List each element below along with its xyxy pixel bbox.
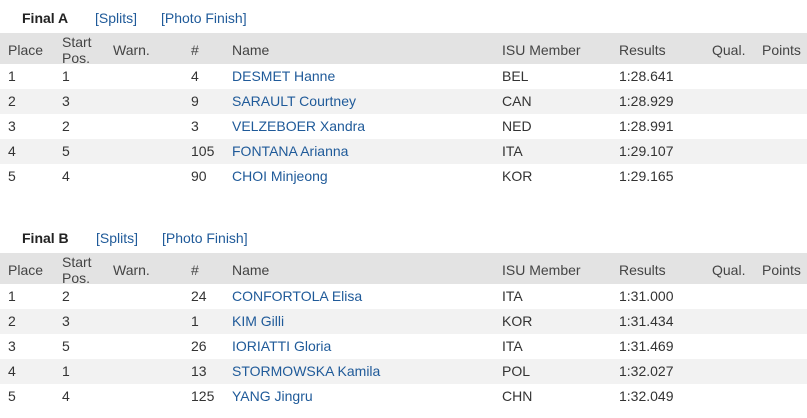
column-header: Name	[232, 42, 270, 58]
header-bar	[0, 253, 807, 284]
cell: 1:28.641	[619, 68, 674, 84]
cell: 1:31.000	[619, 288, 674, 304]
column-header: Place	[8, 262, 44, 278]
column-header: #	[191, 42, 199, 58]
cell: 3	[191, 118, 199, 134]
cell: 1:28.991	[619, 118, 674, 134]
column-header: Points	[762, 42, 801, 58]
athlete-name[interactable]: SARAULT Courtney	[232, 93, 356, 109]
cell: 4	[62, 168, 70, 184]
row-bg	[0, 139, 807, 164]
cell: 1:32.049	[619, 388, 674, 404]
column-header: #	[191, 262, 199, 278]
cell: KOR	[502, 313, 533, 329]
cell: BEL	[502, 68, 529, 84]
section-link[interactable]: [Splits]	[96, 230, 139, 246]
cell: 13	[191, 363, 207, 379]
cell: 1:29.107	[619, 143, 674, 159]
cell: 105	[191, 143, 215, 159]
cell: 3	[8, 338, 16, 354]
cell: 1:31.434	[619, 313, 674, 329]
athlete-name[interactable]: YANG Jingru	[232, 388, 313, 404]
cell: 3	[62, 313, 70, 329]
cell: ITA	[502, 288, 523, 304]
cell: 1:32.027	[619, 363, 674, 379]
section-link[interactable]: [Splits]	[95, 10, 138, 26]
athlete-name[interactable]: DESMET Hanne	[232, 68, 336, 84]
column-header: Warn.	[113, 262, 150, 278]
cell: 1	[62, 68, 70, 84]
cell: 90	[191, 168, 207, 184]
cell: CAN	[502, 93, 532, 109]
row-bg	[0, 89, 807, 114]
column-header: Results	[619, 262, 666, 278]
section-title: Final B	[22, 230, 69, 246]
header-bar	[0, 33, 807, 64]
cell: 4	[8, 143, 16, 159]
cell: 1	[8, 68, 16, 84]
cell: 5	[8, 168, 16, 184]
cell: 1	[8, 288, 16, 304]
athlete-name[interactable]: CHOI Minjeong	[232, 168, 328, 184]
cell: NED	[502, 118, 532, 134]
cell: CHN	[502, 388, 533, 404]
cell: 5	[62, 143, 70, 159]
athlete-name[interactable]: CONFORTOLA Elisa	[232, 288, 363, 304]
column-header: Points	[762, 262, 801, 278]
cell: KOR	[502, 168, 533, 184]
column-header: Qual.	[712, 42, 746, 58]
cell: 5	[62, 338, 70, 354]
athlete-name[interactable]: KIM Gilli	[232, 313, 285, 329]
section-title: Final A	[22, 10, 69, 26]
row-bg	[0, 309, 807, 334]
cell: POL	[502, 363, 531, 379]
column-header: Start Pos.	[62, 34, 92, 66]
athlete-name[interactable]: VELZEBOER Xandra	[232, 118, 366, 134]
cell: 2	[62, 118, 70, 134]
cell: 4	[8, 363, 16, 379]
column-header: Results	[619, 42, 666, 58]
cell: 3	[8, 118, 16, 134]
cell: 9	[191, 93, 199, 109]
row-bg	[0, 359, 807, 384]
cell: 2	[8, 313, 16, 329]
athlete-name[interactable]: STORMOWSKA Kamila	[232, 363, 381, 379]
cell: 5	[8, 388, 16, 404]
column-header: ISU Member	[502, 42, 581, 58]
cell: 3	[62, 93, 70, 109]
cell: 4	[191, 68, 199, 84]
cell: ITA	[502, 143, 523, 159]
section-link[interactable]: [Photo Finish]	[162, 230, 248, 246]
column-header: Warn.	[113, 42, 150, 58]
column-header: Place	[8, 42, 44, 58]
cell: 1:29.165	[619, 168, 674, 184]
athlete-name[interactable]: IORIATTI Gloria	[232, 338, 332, 354]
cell: 1:31.469	[619, 338, 674, 354]
cell: 1:28.929	[619, 93, 674, 109]
cell: ITA	[502, 338, 523, 354]
cell: 4	[62, 388, 70, 404]
cell: 1	[191, 313, 199, 329]
column-header: Start Pos.	[62, 254, 92, 286]
column-header: Name	[232, 262, 270, 278]
column-header: Qual.	[712, 262, 746, 278]
cell: 24	[191, 288, 207, 304]
cell: 1	[62, 363, 70, 379]
cell: 2	[8, 93, 16, 109]
athlete-name[interactable]: FONTANA Arianna	[232, 143, 349, 159]
cell: 26	[191, 338, 207, 354]
column-header: ISU Member	[502, 262, 581, 278]
section-link[interactable]: [Photo Finish]	[161, 10, 247, 26]
cell: 125	[191, 388, 215, 404]
cell: 2	[62, 288, 70, 304]
